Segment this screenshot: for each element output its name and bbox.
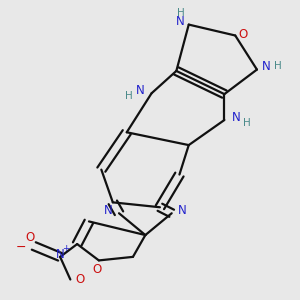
Text: H: H [243, 118, 250, 128]
Text: O: O [75, 273, 84, 286]
Text: N: N [135, 84, 144, 97]
Text: N: N [56, 248, 64, 261]
Text: N: N [178, 204, 187, 217]
Text: H: H [274, 61, 282, 71]
Text: O: O [26, 231, 35, 244]
Text: +: + [63, 244, 70, 253]
Text: N: N [232, 111, 241, 124]
Text: O: O [93, 262, 102, 276]
Text: H: H [177, 8, 185, 18]
Text: H: H [125, 91, 133, 101]
Text: N: N [262, 60, 271, 73]
Text: O: O [238, 28, 247, 40]
Text: N: N [104, 204, 112, 217]
Text: −: − [16, 241, 26, 254]
Text: N: N [176, 15, 184, 28]
